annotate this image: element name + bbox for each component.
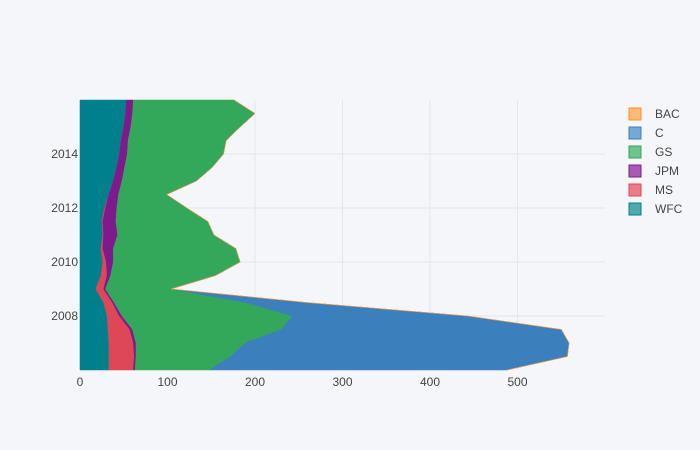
legend[interactable]: BAC C GS JPM MS WFC <box>628 107 683 216</box>
legend-item-c[interactable]: C <box>628 126 664 140</box>
legend-item-jpm[interactable]: JPM <box>628 164 679 178</box>
x-tick-label: 100 <box>157 375 177 389</box>
legend-label: GS <box>655 145 672 159</box>
y-axis-ticks: 2008 2010 2012 2014 <box>51 147 78 323</box>
area-series-bac <box>166 99 570 371</box>
y-tick-label: 2008 <box>51 309 78 323</box>
x-tick-label: 0 <box>77 375 84 389</box>
legend-swatch <box>628 183 642 197</box>
x-tick-label: 400 <box>420 375 440 389</box>
legend-item-ms[interactable]: MS <box>628 183 673 197</box>
legend-item-bac[interactable]: BAC <box>628 107 680 121</box>
legend-swatch <box>628 202 642 216</box>
legend-swatch <box>628 164 642 178</box>
legend-swatch <box>628 145 642 159</box>
y-tick-label: 2010 <box>51 255 78 269</box>
legend-label: JPM <box>655 164 679 178</box>
legend-label: C <box>655 126 664 140</box>
legend-swatch <box>628 107 642 121</box>
plot-areas <box>79 99 570 371</box>
legend-item-gs[interactable]: GS <box>628 145 672 159</box>
x-tick-label: 300 <box>332 375 352 389</box>
legend-label: WFC <box>655 202 683 216</box>
y-tick-label: 2012 <box>51 201 78 215</box>
legend-label: BAC <box>655 107 680 121</box>
x-tick-label: 200 <box>245 375 265 389</box>
legend-item-wfc[interactable]: WFC <box>628 202 683 216</box>
legend-swatch <box>628 126 642 140</box>
x-axis-ticks: 0 100 200 300 400 500 <box>77 375 528 389</box>
y-tick-label: 2014 <box>51 147 78 161</box>
legend-label: MS <box>655 183 673 197</box>
x-tick-label: 500 <box>507 375 527 389</box>
